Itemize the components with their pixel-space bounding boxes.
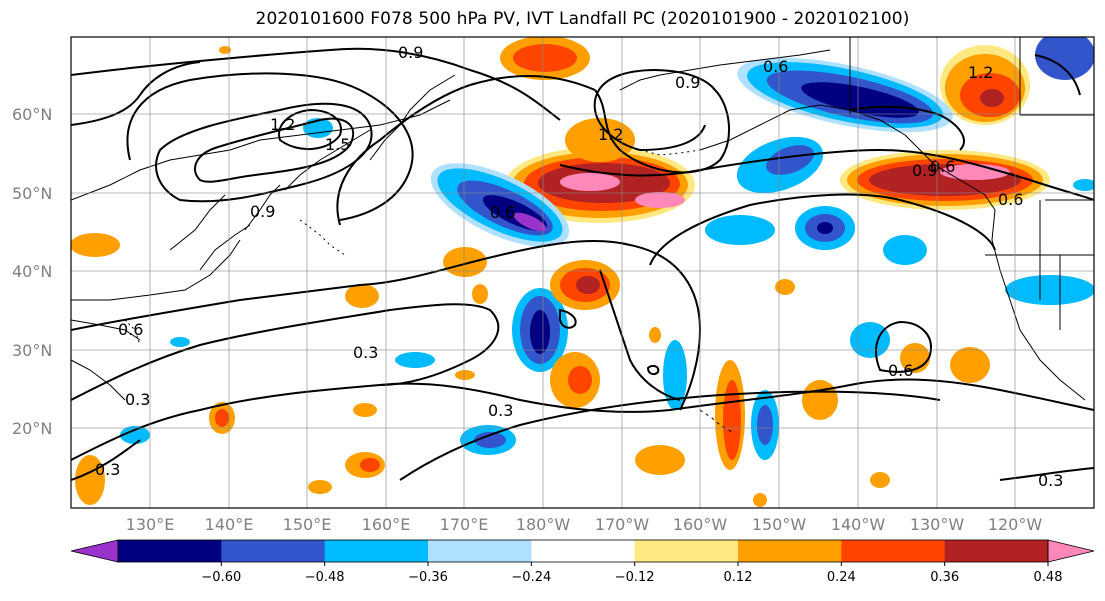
map-frame xyxy=(70,36,1095,509)
map-title: 2020101600 F078 500 hPa PV, IVT Landfall… xyxy=(255,9,910,29)
latitude-labels: 60°N 50°N 40°N 30°N 20°N xyxy=(12,105,52,438)
contour-label: 0.6 xyxy=(888,361,913,380)
contour-label: 0.3 xyxy=(488,401,513,420)
contour-label: 0.9 xyxy=(912,161,937,180)
lon-label: 130°W xyxy=(910,515,965,534)
gridlines xyxy=(71,37,1094,508)
contour-label: 0.6 xyxy=(763,57,788,76)
lon-label: 150°E xyxy=(283,515,332,534)
coastlines xyxy=(71,37,1094,433)
pv-contours xyxy=(71,47,1094,481)
contour-labels: 0.9 0.6 1.2 1.5 0.9 0.6 1.2 0.6 0.9 0.6 … xyxy=(95,43,1063,490)
colorbar-ticks: −0.60 −0.48 −0.36 −0.24 −0.12 0.12 0.24 0.36 0.4… xyxy=(201,562,1063,585)
ivt-positive-canada xyxy=(940,45,1030,125)
colorbar-frame xyxy=(117,539,1049,563)
ivt-negative-blobs-central xyxy=(120,37,1094,460)
lon-label: 150°W xyxy=(752,515,807,534)
colorbar-extend-min xyxy=(70,539,119,563)
ivt-positive-blobs-south xyxy=(71,46,990,507)
colorbar-tick-label: −0.36 xyxy=(408,570,448,585)
lat-label: 30°N xyxy=(12,341,52,360)
contour-label: 0.9 xyxy=(250,202,275,221)
lon-label: 130°E xyxy=(126,515,175,534)
contour-label: 0.3 xyxy=(1038,471,1063,490)
colorbar xyxy=(70,539,1095,563)
contour-label: 1.2 xyxy=(968,63,993,82)
colorbar-tick-label: −0.60 xyxy=(201,570,241,585)
colorbar-tick-label: −0.48 xyxy=(305,570,345,585)
longitude-labels: 130°E 140°E 150°E 160°E 170°E 180°W 170°… xyxy=(126,515,1043,534)
lat-label: 20°N xyxy=(12,419,52,438)
lon-label: 180°W xyxy=(516,515,571,534)
contour-label: 1.2 xyxy=(270,115,295,134)
colorbar-segment xyxy=(221,540,326,562)
colorbar-segment xyxy=(531,540,636,562)
colorbar-segment xyxy=(428,540,532,562)
lat-label: 50°N xyxy=(12,184,52,203)
contour-label: 0.3 xyxy=(353,343,378,362)
colorbar-segment xyxy=(738,540,842,562)
lon-label: 140°E xyxy=(205,515,254,534)
lon-label: 120°W xyxy=(988,515,1043,534)
contour-label: 1.5 xyxy=(325,135,350,154)
contour-label: 0.3 xyxy=(95,460,120,479)
colorbar-segment xyxy=(634,540,739,562)
colorbar-tick-label: −0.12 xyxy=(615,570,655,585)
lat-label: 40°N xyxy=(12,262,52,281)
colorbar-segment xyxy=(841,540,946,562)
colorbar-tick-label: 0.12 xyxy=(724,570,753,585)
contour-label: 0.6 xyxy=(930,157,955,176)
colorbar-tick-label: −0.24 xyxy=(511,570,551,585)
colorbar-segment xyxy=(118,540,222,562)
colorbar-tick-label: 0.24 xyxy=(827,570,856,585)
contour-label: 0.9 xyxy=(675,73,700,92)
lon-label: 160°W xyxy=(673,515,728,534)
colorbar-segment xyxy=(944,540,1049,562)
contour-label: 0.6 xyxy=(998,190,1023,209)
contour-label: 0.6 xyxy=(490,203,515,222)
ivt-negative-aleutian xyxy=(430,163,570,247)
lon-label: 160°E xyxy=(362,515,411,534)
colorbar-tick-label: 0.36 xyxy=(930,570,959,585)
contour-label: 0.9 xyxy=(398,43,423,62)
lon-label: 140°W xyxy=(831,515,886,534)
contour-label: 0.6 xyxy=(118,320,143,339)
lat-label: 60°N xyxy=(12,105,52,124)
lon-label: 170°W xyxy=(595,515,650,534)
contour-label: 1.2 xyxy=(598,125,623,144)
lon-label: 170°E xyxy=(440,515,489,534)
colorbar-segment xyxy=(324,540,429,562)
colorbar-extend-max xyxy=(1047,539,1095,563)
colorbar-tick-label: 0.48 xyxy=(1034,570,1063,585)
contour-label: 0.3 xyxy=(125,390,150,409)
ivt-positive-arctic xyxy=(500,37,635,162)
